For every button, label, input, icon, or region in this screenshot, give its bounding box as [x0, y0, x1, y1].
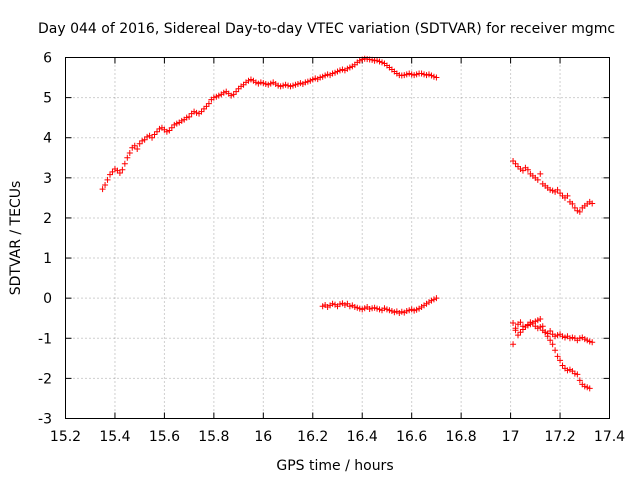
x-tick-labels: 15.2 15.4 15.6 15.8 16 16.2 16.4 16.6 16.8 17 17.2… [50, 429, 625, 445]
data-point [552, 347, 559, 354]
data-point [569, 200, 576, 207]
data-point [576, 208, 583, 215]
data-point [186, 113, 193, 120]
plot-frame [65, 57, 610, 419]
data-point [554, 353, 561, 360]
data-point [547, 337, 554, 344]
grid [65, 57, 610, 419]
data-point [131, 142, 138, 149]
x-tick-label: 16.8 [446, 429, 477, 445]
data-point [547, 328, 554, 335]
x-tick-label: 16 [254, 429, 272, 445]
series-arc-upper-2 [510, 157, 596, 215]
data-point [534, 176, 541, 183]
x-tick-label: 15.2 [50, 429, 81, 445]
x-axis-label: GPS time / hours [276, 458, 393, 474]
data-point [557, 357, 564, 364]
data-point [433, 74, 440, 81]
data-point [524, 166, 531, 173]
y-tick-label: 2 [43, 211, 52, 227]
data-point [149, 134, 156, 141]
data-point [574, 371, 581, 378]
y-tick-label: -1 [38, 331, 52, 347]
data-point [205, 100, 212, 107]
x-tick-label: 16.4 [347, 429, 378, 445]
x-tick-label: 16.2 [297, 429, 328, 445]
data-point [542, 329, 549, 336]
data-point [517, 319, 524, 326]
series-arc-upper-1 [99, 55, 440, 193]
y-tick-label: 3 [43, 171, 52, 187]
y-axis-label: SDTVAR / TECUs [8, 181, 24, 296]
y-tick-label: 1 [43, 251, 52, 267]
x-tick-label: 15.8 [198, 429, 229, 445]
series-arc-lower-2b [510, 316, 593, 392]
data-point [576, 377, 583, 384]
x-tick-label: 16.6 [396, 429, 427, 445]
series-arc-lower-1 [319, 295, 440, 317]
y-tick-label: -3 [38, 412, 52, 428]
x-tick-label: 15.6 [149, 429, 180, 445]
data-points [99, 55, 596, 392]
data-point [104, 176, 111, 183]
data-point [99, 186, 106, 193]
data-point [564, 192, 571, 199]
y-tick-label: 6 [43, 51, 52, 67]
data-point [510, 320, 517, 327]
data-point [589, 200, 596, 207]
data-point [554, 186, 561, 193]
data-point [539, 323, 546, 330]
data-point [433, 295, 440, 302]
axis-ticks [65, 57, 610, 419]
x-tick-label: 17.4 [594, 429, 625, 445]
data-point [116, 170, 123, 177]
y-tick-label: -2 [38, 371, 52, 387]
data-point [124, 154, 131, 161]
data-point [510, 341, 517, 348]
data-point [512, 327, 519, 334]
data-point [119, 166, 126, 173]
data-point [121, 160, 128, 167]
y-tick-label: 4 [43, 131, 52, 147]
x-tick-label: 17.2 [544, 429, 575, 445]
chart-title: Day 044 of 2016, Sidereal Day-to-day VTE… [38, 21, 615, 37]
y-tick-label: 0 [43, 291, 52, 307]
x-tick-label: 15.4 [99, 429, 130, 445]
data-point [134, 145, 141, 152]
x-tick-label: 17 [502, 429, 520, 445]
data-point [586, 385, 593, 392]
data-point [549, 341, 556, 348]
data-point [589, 339, 596, 346]
data-point [544, 333, 551, 340]
y-tick-label: 5 [43, 91, 52, 107]
data-point [537, 170, 544, 177]
y-tick-labels: -3 -2 -1 0 1 2 3 4 5 6 [38, 51, 52, 428]
data-point [537, 316, 544, 323]
data-point [126, 149, 133, 156]
data-point [102, 182, 109, 189]
